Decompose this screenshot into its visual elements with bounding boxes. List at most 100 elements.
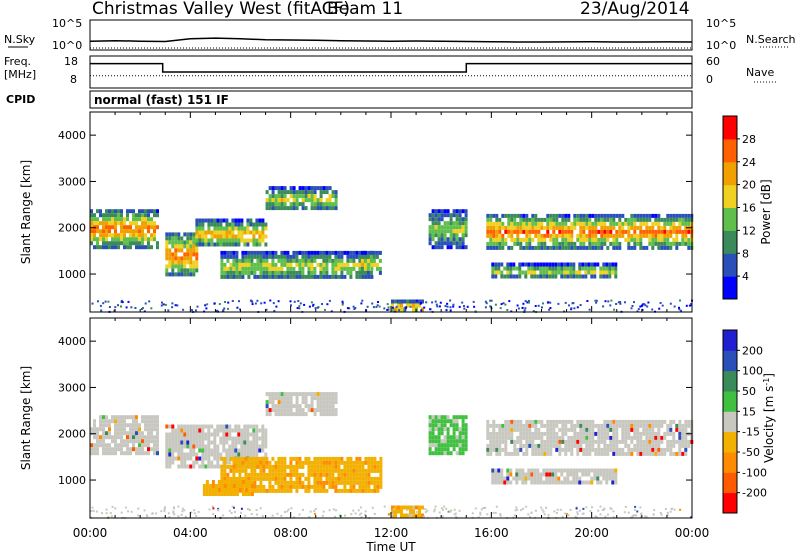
heat-cell [195,230,199,235]
heat-cell [295,404,299,409]
heat-cell [600,439,604,444]
scatter-cell [348,307,351,310]
heat-cell [216,222,220,227]
heat-cell [153,423,156,428]
heat-cell [265,408,269,413]
heat-cell [328,194,332,199]
heat-cell [519,221,523,226]
heat-cell [216,464,220,469]
heat-cell [120,415,123,420]
heat-cell [584,274,588,279]
y-tick-label: 4000 [58,335,86,348]
heat-cell [232,464,236,469]
heat-cell [552,225,556,230]
heat-cell [657,443,661,448]
heat-cell [501,245,505,250]
heat-cell [555,423,559,428]
heat-cell [207,226,211,231]
heat-cell [150,427,153,432]
heat-cell [144,439,147,444]
scatter-cell [361,299,364,302]
heat-cell [322,412,326,417]
heat-cell [352,460,356,465]
heat-cell [289,254,293,259]
heat-cell [102,415,105,420]
heat-cell [500,472,504,477]
heat-cell [367,456,371,461]
scatter-cell [645,516,648,519]
heat-cell [238,456,242,461]
heat-cell [280,258,284,263]
heat-cell [358,480,362,485]
heat-cell [277,484,281,489]
heat-cell [289,460,293,465]
heat-cell [489,225,493,230]
heat-cell [498,423,502,428]
heat-cell [243,452,247,457]
heat-cell [337,480,341,485]
heat-cell [551,270,555,275]
heat-cell [244,250,248,255]
scatter-cell [636,510,639,513]
heat-cell [446,225,450,230]
scatter-cell [575,507,578,510]
heat-cell [500,274,504,279]
heat-cell [557,476,561,481]
scatter-cell [472,300,475,303]
heat-cell [262,274,266,279]
heat-cell [446,415,450,420]
heat-cell [366,258,370,263]
scatter-cell [299,302,302,305]
heat-cell [232,254,236,259]
heat-cell [231,444,235,449]
heat-cell [575,480,579,485]
heat-cell [325,480,329,485]
heat-cell [543,439,547,444]
heat-cell [328,472,332,477]
heat-cell [525,431,529,436]
heat-cell [639,225,643,230]
scatter-cell [669,510,672,513]
heat-cell [156,423,159,428]
heat-cell [576,451,580,456]
heat-cell [489,431,493,436]
scatter-cell [91,506,94,509]
heat-cell [238,274,242,279]
heat-cell [672,431,676,436]
heat-cell [262,484,266,489]
heat-cell [663,221,667,226]
heat-cell [440,237,444,242]
scatter-cell [412,505,415,508]
heat-cell [283,194,287,199]
heat-cell [235,274,239,279]
heat-cell [135,245,138,250]
heat-cell [654,213,658,218]
heat-cell [585,435,589,440]
heat-cell [219,428,223,433]
heat-cell [232,480,236,484]
heat-cell [96,443,99,448]
heat-cell [144,213,147,218]
heat-cell [513,237,517,242]
scatter-cell [435,303,438,306]
scatter-cell [293,516,296,519]
heat-cell [304,262,308,267]
heat-cell [531,229,535,234]
heat-cell [150,233,153,238]
heat-cell [144,451,147,456]
heat-cell [581,480,585,485]
heat-cell [129,225,132,230]
heat-cell [373,476,377,481]
heat-cell [135,427,138,432]
heat-cell [258,218,262,223]
band-1 [165,232,199,277]
heat-cell [611,468,615,473]
heat-cell [587,262,591,267]
heat-cell [334,274,338,279]
heat-cell [225,226,229,231]
heat-cell [244,254,248,259]
heat-cell [240,238,244,243]
scatter-cell [543,513,546,516]
heat-cell [461,233,465,238]
heat-cell [630,221,634,226]
